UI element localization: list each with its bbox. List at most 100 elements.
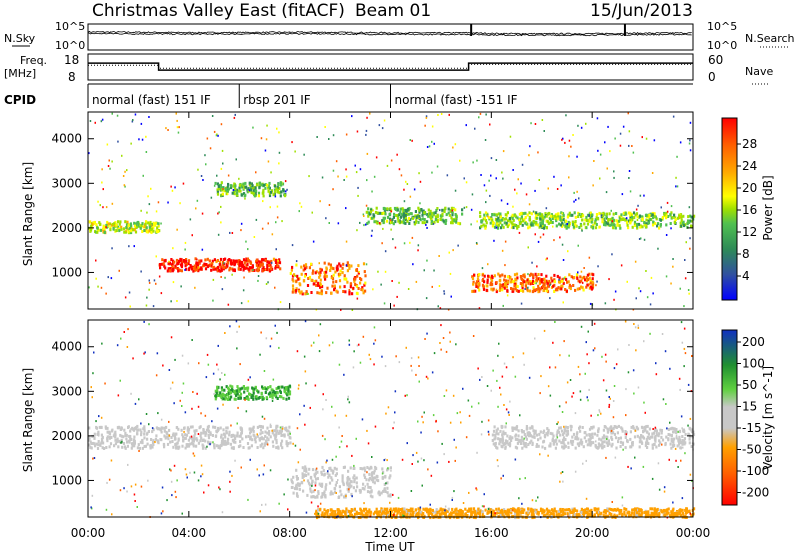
heat-cell [611, 216, 614, 220]
heat-cell [419, 202, 421, 205]
heat-cell [296, 487, 299, 491]
heat-cell [136, 446, 139, 450]
heat-cell [596, 117, 599, 120]
heat-cell [539, 214, 542, 218]
heat-cell [262, 437, 265, 441]
heat-cell [320, 472, 323, 476]
heat-cell [311, 479, 314, 483]
heat-cell [406, 513, 409, 517]
heat-cell [418, 208, 421, 212]
heat-cell [680, 218, 683, 222]
heat-cell [620, 213, 623, 217]
heat-cell [353, 279, 356, 283]
heat-cell [442, 511, 445, 515]
heat-cell [369, 112, 371, 115]
heat-cell [193, 264, 196, 268]
heat-cell [239, 434, 242, 438]
heat-cell [120, 225, 123, 229]
heat-cell [479, 214, 482, 218]
heat-cell [269, 391, 272, 395]
heat-cell [615, 212, 618, 215]
heat-cell [562, 436, 566, 440]
heat-cell [617, 219, 621, 223]
heat-cell [389, 501, 391, 504]
heat-cell [408, 222, 411, 225]
freq-series-freq [88, 62, 693, 71]
heat-cell [611, 508, 614, 512]
heat-cell [200, 436, 203, 440]
heat-cell [238, 394, 241, 398]
heat-cell [361, 286, 364, 290]
heat-cell [563, 512, 567, 516]
heat-cell [655, 373, 658, 376]
heat-cell [285, 442, 288, 446]
heat-cell [589, 216, 592, 220]
heat-cell [645, 218, 648, 222]
heat-cell [280, 181, 283, 185]
heat-cell [535, 277, 538, 281]
heat-cell [252, 397, 255, 401]
heat-cell [392, 215, 395, 219]
heat-cell [244, 185, 247, 189]
heat-cell [605, 216, 608, 220]
heat-cell [479, 226, 482, 230]
heat-cell [95, 277, 97, 280]
heat-cell [457, 509, 460, 513]
heat-cell [693, 507, 696, 511]
heat-cell [404, 216, 407, 220]
heat-cell [452, 211, 454, 214]
heat-cell [227, 187, 230, 191]
heat-cell [678, 440, 681, 444]
heat-cell [537, 151, 539, 154]
heat-cell [335, 160, 338, 163]
heat-cell [102, 226, 105, 230]
heat-cell [592, 441, 595, 445]
heat-cell [575, 514, 579, 517]
heat-cell [586, 509, 589, 513]
heat-cell [512, 226, 515, 230]
heat-cell [195, 262, 198, 266]
heat-cell [653, 509, 656, 513]
heat-cell [120, 441, 122, 444]
heat-cell [175, 426, 179, 429]
heat-cell [383, 216, 386, 220]
heat-cell [329, 492, 332, 496]
heat-cell [689, 417, 692, 420]
heat-cell [659, 441, 662, 445]
heat-cell [531, 510, 535, 514]
heat-cell [535, 211, 538, 215]
heat-cell [676, 155, 678, 158]
heat-cell [274, 190, 277, 194]
heat-cell [452, 146, 454, 149]
heat-cell [484, 508, 487, 512]
heat-cell [472, 282, 475, 286]
heat-cell [222, 188, 225, 192]
heat-cell [413, 222, 417, 226]
heat-cell [662, 508, 666, 512]
heat-cell [619, 226, 622, 230]
heat-cell [346, 479, 349, 483]
heat-cell [315, 279, 318, 283]
heat-cell [586, 507, 589, 511]
heat-cell [383, 119, 386, 122]
heat-cell [166, 269, 169, 273]
heat-cell [588, 219, 591, 223]
heat-cell [687, 433, 690, 436]
heat-cell [393, 212, 396, 216]
heat-cell [473, 273, 476, 277]
heat-cell [495, 290, 498, 294]
heat-cell [607, 514, 610, 518]
heat-cell [131, 120, 134, 123]
heat-cell [167, 201, 169, 204]
heat-cell [216, 188, 219, 192]
heat-cell [373, 342, 375, 345]
heat-cell [267, 184, 270, 188]
heat-cell [188, 266, 191, 270]
heat-cell [422, 209, 425, 213]
heat-cell [433, 269, 435, 272]
heat-cell [323, 275, 326, 279]
heat-cell [245, 386, 248, 390]
heat-cell [89, 445, 92, 449]
heat-cell [514, 437, 517, 441]
heat-cell [645, 425, 648, 429]
